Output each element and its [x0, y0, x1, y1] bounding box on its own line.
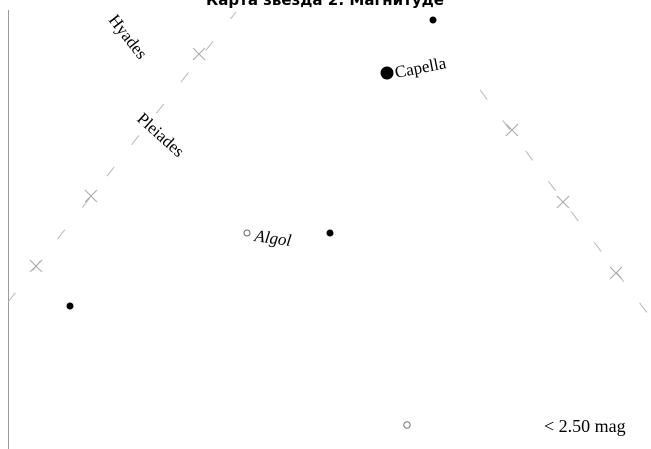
cross-marker: [609, 266, 623, 280]
cross-marker: [505, 123, 519, 137]
algol-label: Algol: [252, 226, 292, 250]
magnitude-legend: < 2.50 mag: [544, 416, 626, 436]
grid-cross-markers: [29, 47, 623, 280]
cross-marker: [556, 195, 570, 209]
capella-label: Capella: [393, 53, 448, 82]
map-title: Карта звезда 2: Магнитуде: [206, 0, 444, 9]
star-marker-algol: [243, 229, 251, 237]
cross-marker: [192, 47, 206, 61]
magnitude-legend-marker: [403, 421, 411, 429]
stars: [66, 16, 437, 429]
star-marker: [66, 302, 74, 310]
cross-marker: [29, 259, 43, 273]
grid-line-left-arc: [7, 11, 237, 303]
star-marker: [429, 16, 437, 24]
coordinate-grid: [7, 11, 651, 319]
pleiades-label: Pleiades: [133, 109, 188, 161]
grid-line-right-arc: [479, 89, 651, 319]
cross-marker: [84, 189, 98, 203]
star-marker-capella: [380, 66, 394, 80]
hyades-label: Hyades: [105, 11, 151, 63]
star-marker: [326, 229, 334, 237]
